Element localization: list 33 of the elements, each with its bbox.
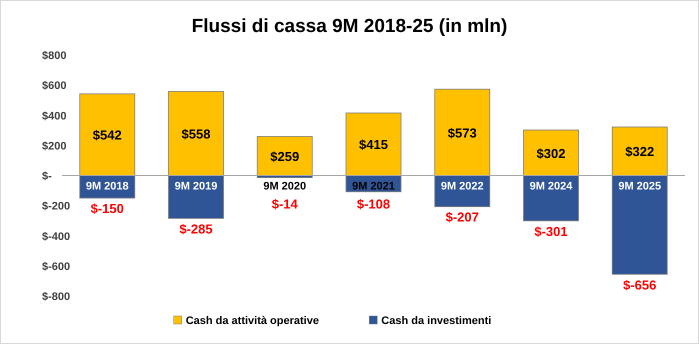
y-tick-label: $-600: [42, 260, 70, 273]
y-tick-label: $400: [42, 110, 66, 122]
y-tick-label: $-: [42, 170, 52, 182]
data-label: $-108: [356, 196, 390, 212]
data-label: $-285: [179, 221, 213, 236]
x-tick-label: 9M 2021: [352, 180, 395, 192]
y-tick-label: $600: [42, 80, 66, 92]
data-label: $-150: [90, 201, 124, 216]
y-tick-label: $-400: [42, 230, 70, 243]
x-tick-label: 9M 2025: [618, 180, 662, 192]
data-label: $-14: [272, 196, 299, 212]
data-label: $302: [536, 146, 566, 161]
legend-label: Cash da attività operative: [186, 315, 319, 327]
data-label: $542: [92, 128, 122, 143]
x-tick-label: 9M 2020: [263, 180, 306, 192]
data-label: $259: [270, 148, 300, 164]
data-label: $-301: [534, 224, 568, 239]
data-label: $322: [625, 144, 654, 160]
data-label: $558: [182, 126, 210, 142]
data-label: $415: [359, 137, 388, 152]
y-tick-label: $-800: [42, 291, 70, 303]
data-label: $-656: [623, 277, 656, 292]
y-tick-label: $200: [42, 140, 66, 152]
data-label: $-207: [446, 210, 479, 225]
data-label: $573: [448, 125, 477, 140]
x-tick-label: 9M 2022: [440, 180, 484, 192]
y-tick-label: $800: [42, 50, 66, 62]
x-tick-label: 9M 2019: [174, 180, 218, 192]
x-tick-label: 9M 2024: [530, 180, 574, 192]
chart-title: Flussi di cassa 9M 2018-25 (in mln): [192, 16, 508, 37]
y-tick-label: $-200: [42, 200, 70, 213]
legend-label: Cash da investimenti: [381, 315, 492, 327]
x-tick-label: 9M 2018: [86, 180, 129, 192]
